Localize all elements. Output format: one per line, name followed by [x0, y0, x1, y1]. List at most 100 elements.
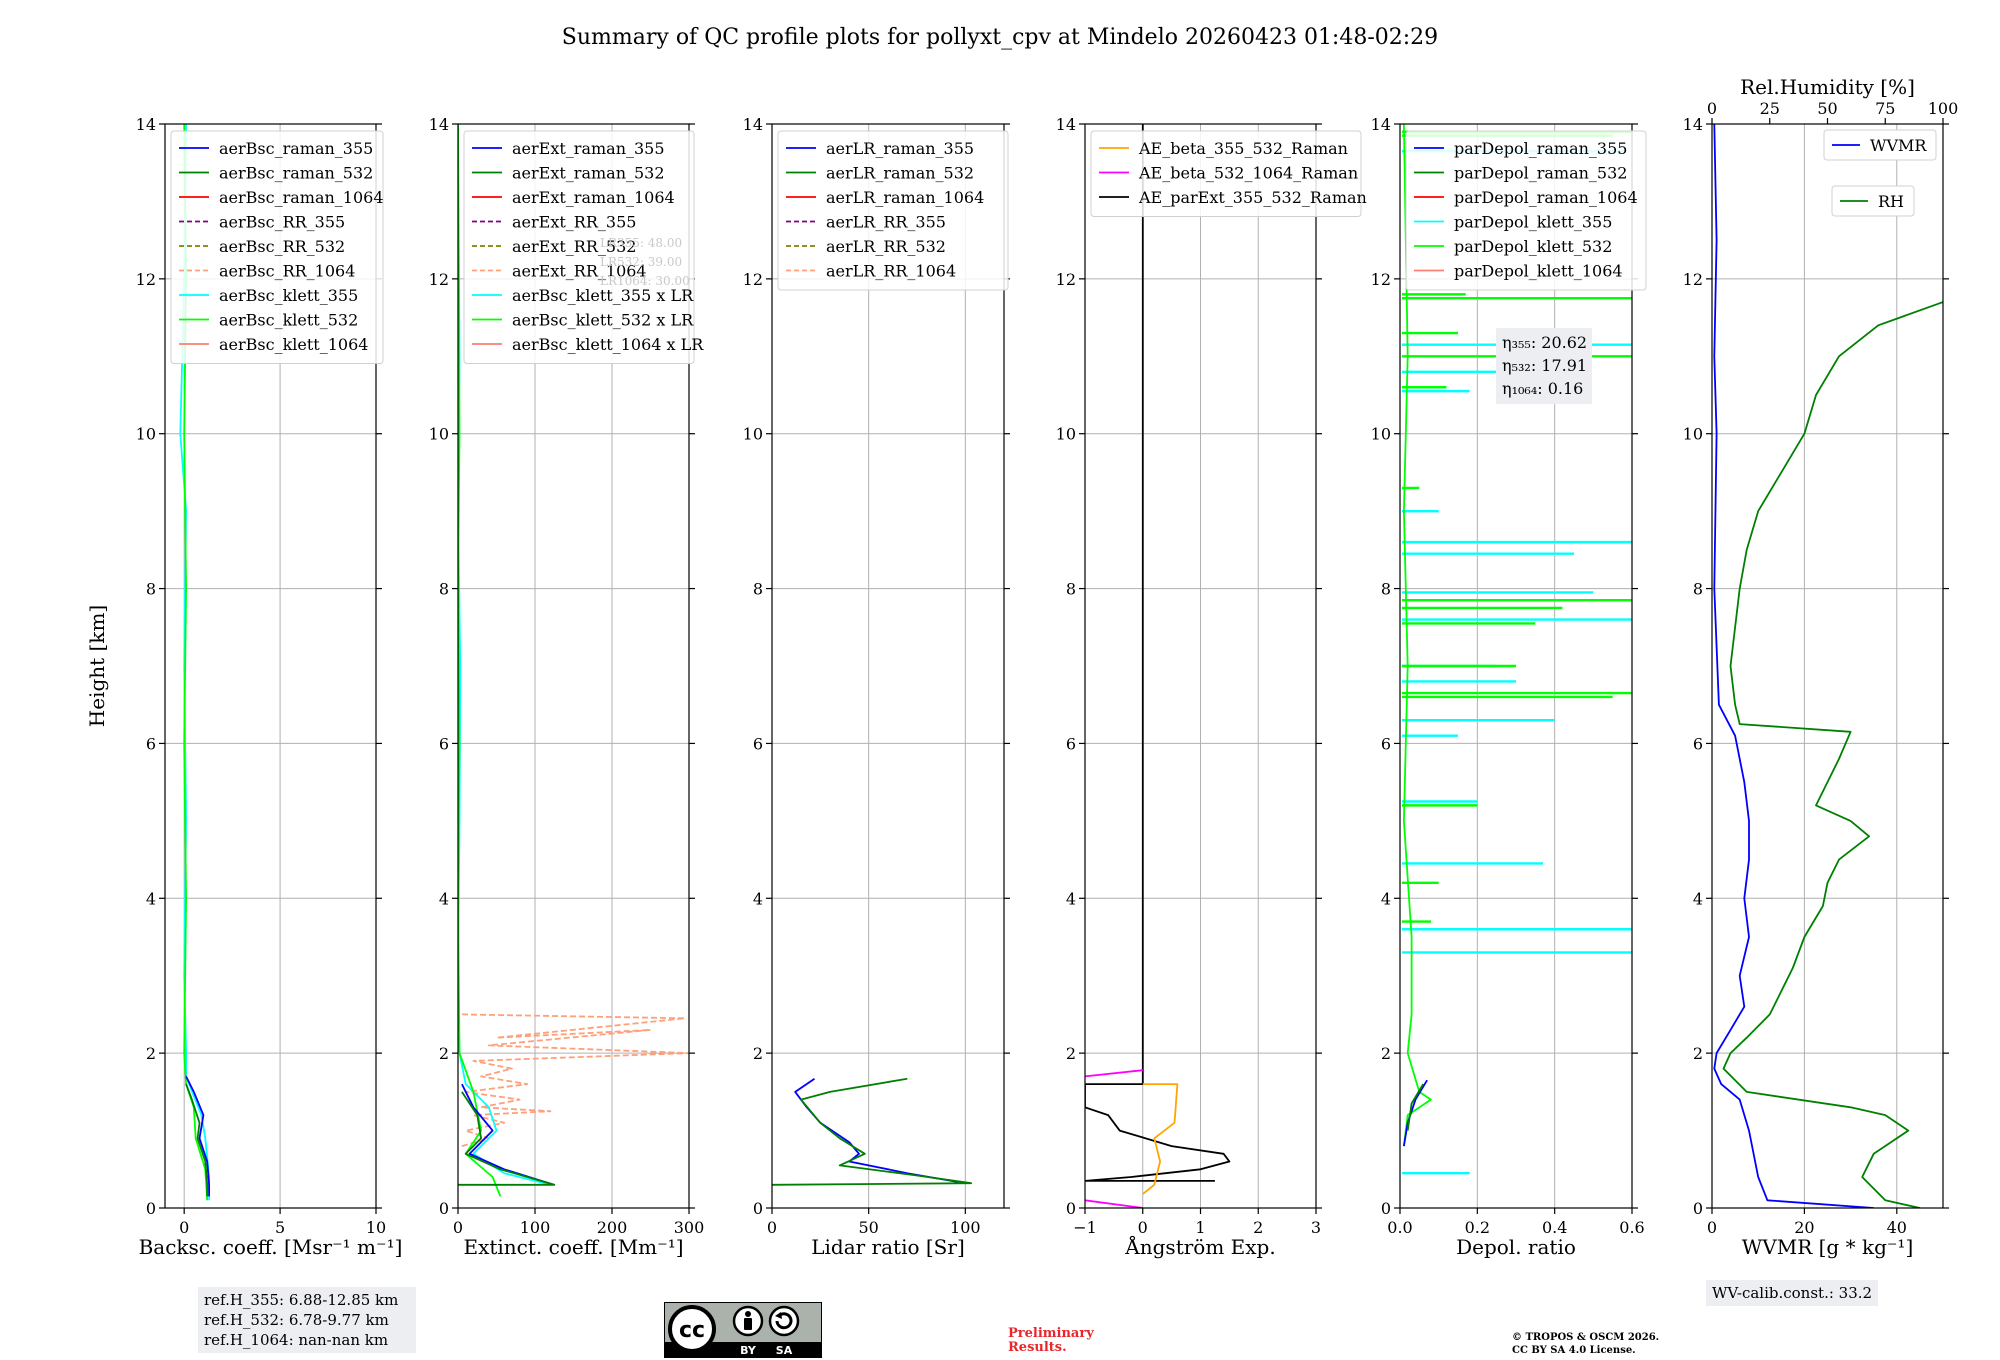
- ytick-label: 0: [1693, 1199, 1703, 1218]
- legend-label: aerLR_RR_1064: [826, 262, 956, 281]
- wv-calibration-constant: WV-calib.const.: 33.2: [1712, 1284, 1873, 1302]
- legend-label: aerBsc_RR_1064: [219, 262, 355, 281]
- top-xtick-label: 75: [1875, 99, 1895, 118]
- xtick-label: 0: [1707, 1218, 1717, 1237]
- xtick-label: 50: [858, 1218, 878, 1237]
- ytick-label: 4: [146, 889, 156, 908]
- legend-label: RH: [1878, 192, 1904, 211]
- ref-height-355: ref.H_355: 6.88-12.85 km: [204, 1291, 399, 1309]
- ytick-label: 8: [1693, 580, 1703, 599]
- xtick-label: 20: [1794, 1218, 1814, 1237]
- legend-label: aerBsc_raman_532: [219, 164, 373, 183]
- ytick-label: 10: [743, 425, 763, 444]
- series-line-pardepol-raman-355: [1403, 1079, 1428, 1147]
- series-line-rh: [1722, 301, 1943, 1208]
- cc-icon-text: cc: [679, 1318, 705, 1343]
- xtick-label: 100: [520, 1218, 551, 1237]
- xlabel-bsc: Backsc. coeff. [Msr⁻¹ m⁻¹]: [139, 1235, 403, 1259]
- legend-label: aerLR_raman_355: [826, 139, 974, 158]
- top-xtick-label: 0: [1707, 99, 1717, 118]
- xtick-label: 0.2: [1465, 1218, 1490, 1237]
- ytick-label: 14: [1683, 115, 1703, 134]
- ytick-label: 0: [439, 1199, 449, 1218]
- legend-label: aerExt_raman_532: [512, 164, 665, 183]
- ytick-label: 4: [1693, 889, 1703, 908]
- ytick-label: 14: [743, 115, 763, 134]
- ytick-label: 0: [1381, 1199, 1391, 1218]
- series-lr: [772, 1077, 972, 1186]
- legend-label: aerBsc_RR_355: [219, 213, 345, 232]
- ytick-label: 14: [1371, 115, 1391, 134]
- xlabel-depol: Depol. ratio: [1456, 1235, 1576, 1259]
- series-line-aerlr-raman-355: [794, 1077, 966, 1185]
- eta-value: η₁₀₆₄: 0.16: [1502, 379, 1583, 398]
- ytick-label: 8: [1381, 580, 1391, 599]
- legend-label: AE_beta_532_1064_Raman: [1138, 164, 1358, 183]
- legend-label: parDepol_klett_1064: [1454, 262, 1623, 281]
- axes-frame-lr: [771, 123, 1005, 1209]
- series-line-ae-beta-355-532-raman: [1142, 1083, 1179, 1195]
- legend-box: [170, 130, 384, 364]
- xtick-label: 0.6: [1619, 1218, 1644, 1237]
- ytick-label: 12: [1056, 270, 1076, 289]
- series-bsc: [179, 124, 210, 1201]
- series-line-ae-beta-532-1064-raman: [1085, 1069, 1143, 1078]
- cc-by-sa-badge[interactable]: cc BY SA: [664, 1302, 822, 1358]
- xlabel-ae: Ångström Exp.: [1124, 1234, 1275, 1259]
- ytick-label: 6: [1693, 734, 1703, 753]
- legend-label: aerExt_raman_355: [512, 139, 665, 158]
- xtick-label: 0: [767, 1218, 777, 1237]
- eta-value: η₅₃₂: 17.91: [1502, 356, 1587, 375]
- ytick-label: 12: [1683, 270, 1703, 289]
- reference-height-box: ref.H_355: 6.88-12.85 km ref.H_532: 6.78…: [198, 1287, 416, 1353]
- legend-label: WVMR: [1870, 136, 1927, 155]
- series-line-aerbsc-klett-355: [179, 124, 210, 1201]
- ytick-label: 8: [146, 580, 156, 599]
- axes-frame-bsc: [164, 123, 377, 1209]
- sa-share-icon: [768, 1305, 800, 1337]
- top-xtick-label: 100: [1928, 99, 1959, 118]
- copyright-line-1: © TROPOS & OSCM 2026.: [1512, 1332, 1660, 1343]
- xtick-label: 0.0: [1387, 1218, 1412, 1237]
- lr-annotation: LR1064: 30.00: [600, 274, 690, 288]
- legend-depol: parDepol_raman_355 parDepol_raman_532 parD…: [1405, 130, 1647, 291]
- legend-label: parDepol_klett_532: [1454, 237, 1612, 256]
- legend-label: aerLR_raman_1064: [826, 188, 984, 207]
- axes-frame-ext: [457, 123, 690, 1209]
- xtick-label: 5: [275, 1218, 285, 1237]
- legend-label: aerLR_RR_532: [826, 237, 946, 256]
- ytick-label: 8: [753, 580, 763, 599]
- ytick-label: 0: [1066, 1199, 1076, 1218]
- legend-label: aerExt_raman_1064: [512, 188, 675, 207]
- series-line-pardepol-raman-532: [1406, 1083, 1424, 1131]
- legend-label: aerBsc_klett_1064 x LR: [512, 335, 704, 354]
- legend-wv: WVMR RH: [1823, 129, 1937, 217]
- ytick-label: 10: [1371, 425, 1391, 444]
- xtick-label: 0.4: [1542, 1218, 1567, 1237]
- legend-label: parDepol_klett_355: [1454, 213, 1612, 232]
- legend-label: aerLR_RR_355: [826, 213, 946, 232]
- xtick-label: 0: [453, 1218, 463, 1237]
- top-xlabel-wv: Rel.Humidity [%]: [1740, 75, 1915, 99]
- series-line-aerbsc-raman-532: [185, 1083, 209, 1197]
- ytick-label: 4: [1381, 889, 1391, 908]
- xtick-label: 3: [1311, 1218, 1321, 1237]
- ytick-label: 14: [429, 115, 449, 134]
- lr-annotation: LR355: 48.00: [600, 236, 682, 250]
- series-line-aerlr-raman-532: [772, 1077, 972, 1186]
- ytick-label: 6: [1381, 734, 1391, 753]
- series-line-wvmr: [1713, 124, 1874, 1208]
- legend-label: aerBsc_klett_355: [219, 286, 358, 305]
- xlabel-lr: Lidar ratio [Sr]: [811, 1235, 965, 1259]
- xtick-label: 1: [1195, 1218, 1205, 1237]
- ytick-label: 12: [743, 270, 763, 289]
- series-line-aerbsc-klett-532: [183, 124, 209, 1201]
- ytick-label: 4: [439, 889, 449, 908]
- series-line-ae-parext-355-532-raman: [1085, 124, 1231, 1182]
- legend-label: aerBsc_klett_532: [219, 311, 358, 330]
